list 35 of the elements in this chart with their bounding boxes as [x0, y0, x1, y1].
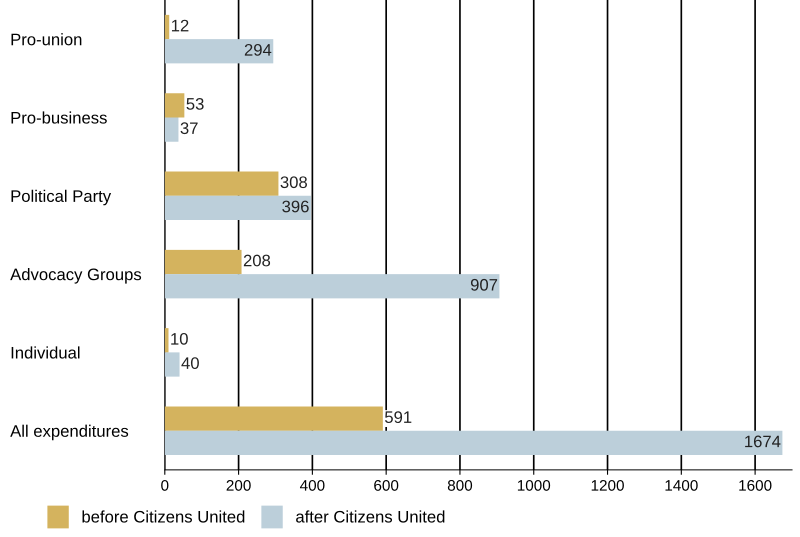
bar [164, 196, 311, 220]
x-tick-label: 1400 [665, 480, 698, 491]
y-tick-label: Political Party [12, 190, 112, 206]
data-label: 1674 [745, 436, 780, 448]
y-tick-label: All expenditures [10, 424, 128, 440]
y-tick-label: Pro-union [12, 33, 82, 46]
data-label: 53 [186, 98, 204, 110]
data-label: 591 [384, 411, 412, 424]
data-label: 308 [280, 176, 307, 188]
x-tick-label: 1600 [739, 480, 772, 491]
data-label: 907 [470, 278, 498, 291]
data-label: 12 [172, 20, 188, 32]
data-label: 10 [171, 332, 188, 345]
bar [164, 406, 383, 431]
y-tick-label: Individual [12, 346, 80, 359]
x-tick-label: 1200 [592, 480, 624, 491]
data-label: 396 [282, 200, 309, 212]
x-tick-label: 200 [226, 480, 251, 491]
legend-label: after Citizens United [296, 510, 444, 523]
bar [164, 274, 500, 298]
legend-label: before Citizens United [82, 510, 244, 523]
x-tick-label: 1000 [518, 480, 550, 491]
x-tick-label: 0 [161, 480, 168, 491]
data-label: 37 [180, 122, 198, 134]
data-label: 294 [244, 44, 272, 56]
y-tick-label: Pro-business [12, 111, 107, 124]
data-label: 208 [244, 254, 270, 266]
x-tick-label: 400 [300, 480, 325, 491]
bar [164, 430, 782, 455]
bar [164, 39, 274, 64]
data-label: 40 [181, 357, 199, 370]
x-tick-label: 800 [448, 480, 472, 491]
x-tick-label: 600 [374, 480, 398, 491]
bar [164, 328, 168, 352]
y-tick-label: Advocacy Groups [10, 268, 142, 284]
